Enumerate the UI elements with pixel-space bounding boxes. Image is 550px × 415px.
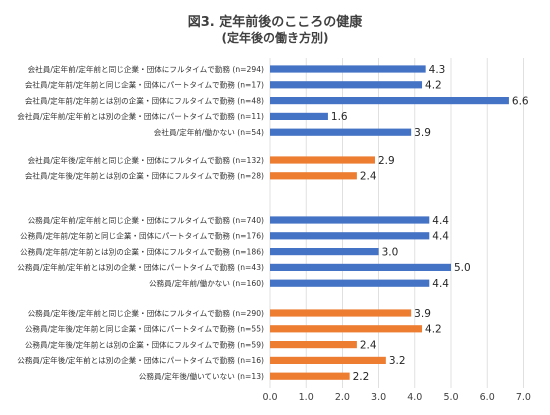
data-label: 4.4 (432, 215, 449, 227)
bar (270, 279, 430, 287)
category-label: 公務員/定年前/定年前と同じ企業・団体にパートタイムで勤務 (n=176) (20, 231, 264, 241)
data-label: 4.3 (429, 64, 446, 76)
bar (270, 128, 412, 136)
category-label: 会社員/定年前/定年前とは別の企業・団体にフルタイムで勤務 (n=48) (25, 95, 264, 105)
bar (270, 97, 509, 105)
category-label: 会社員/定年前/定年前とは別の企業・団体にパートタイムで勤務 (n=11) (17, 111, 264, 121)
bar (270, 216, 430, 224)
chart-title: 図3. 定年前後のこころの健康 (187, 15, 363, 30)
category-label: 公務員/定年前/働かない (n=160) (149, 278, 264, 288)
data-label: 3.2 (389, 355, 406, 367)
bar (270, 325, 423, 333)
data-label: 2.4 (360, 339, 377, 351)
category-label: 公務員/定年後/定年前とは別の企業・団体にパートタイムで勤務 (n=16) (17, 355, 264, 365)
x-tick-label: 7.0 (516, 392, 531, 403)
chart-subtitle: (定年後の働き方別) (221, 31, 329, 45)
category-label: 公務員/定年前/定年前とは別の企業・団体にフルタイムで勤務 (n=186) (20, 246, 264, 256)
x-tick-label: 6.0 (480, 392, 495, 403)
bar (270, 372, 350, 380)
category-label: 会社員/定年前/定年前と同じ企業・団体にフルタイムで勤務 (n=294) (28, 64, 264, 74)
category-label: 公務員/定年後/定年前と同じ企業・団体にフルタイムで勤務 (n=290) (28, 308, 264, 318)
data-label: 6.6 (512, 95, 529, 107)
bar (270, 341, 357, 349)
bar (270, 309, 412, 317)
data-label: 4.4 (432, 231, 449, 243)
data-label: 2.4 (360, 171, 377, 183)
category-label: 会社員/定年後/定年前とは別の企業・団体にフルタイムで勤務 (n=28) (25, 171, 264, 181)
bar (270, 156, 375, 164)
data-label: 4.2 (425, 324, 442, 336)
bar (270, 248, 379, 256)
data-label: 4.4 (432, 278, 449, 290)
category-label: 会社員/定年前/定年前と同じ企業・団体にパートタイムで勤務 (n=17) (25, 80, 264, 90)
category-label: 会社員/定年後/定年前と同じ企業・団体にフルタイムで勤務 (n=132) (28, 155, 264, 165)
x-tick-label: 1.0 (299, 392, 314, 403)
data-label: 3.0 (382, 246, 399, 258)
x-tick-label: 5.0 (443, 392, 458, 403)
category-label: 公務員/定年後/働いていない (n=13) (139, 371, 264, 381)
data-label: 4.2 (425, 80, 442, 92)
category-label: 公務員/定年前/定年前とは別の企業・団体にパートタイムで勤務 (n=43) (17, 262, 264, 272)
bar (270, 356, 386, 364)
x-tick-label: 2.0 (335, 392, 350, 403)
data-label: 2.2 (353, 371, 370, 383)
bar (270, 81, 423, 89)
category-label: 公務員/定年後/定年前とは別の企業・団体にフルタイムで勤務 (n=59) (25, 339, 264, 349)
bar (270, 112, 328, 120)
bar (270, 263, 451, 271)
x-tick-label: 0.0 (262, 392, 277, 403)
data-label: 2.9 (378, 155, 395, 167)
data-label: 5.0 (454, 262, 471, 274)
category-label: 公務員/定年後/定年前と同じ企業・団体にパートタイムで勤務 (n=55) (25, 324, 264, 334)
data-label: 3.9 (414, 127, 431, 139)
data-label: 3.9 (414, 308, 431, 320)
x-tick-label: 4.0 (407, 392, 422, 403)
x-tick-label: 3.0 (371, 392, 386, 403)
bar (270, 65, 426, 73)
category-label: 公務員/定年前/定年前と同じ企業・団体にフルタイムで勤務 (n=740) (28, 215, 264, 225)
category-label: 会社員/定年前/働かない (n=54) (154, 127, 264, 137)
bar (270, 232, 430, 240)
data-label: 1.6 (331, 111, 348, 123)
bar (270, 172, 357, 180)
